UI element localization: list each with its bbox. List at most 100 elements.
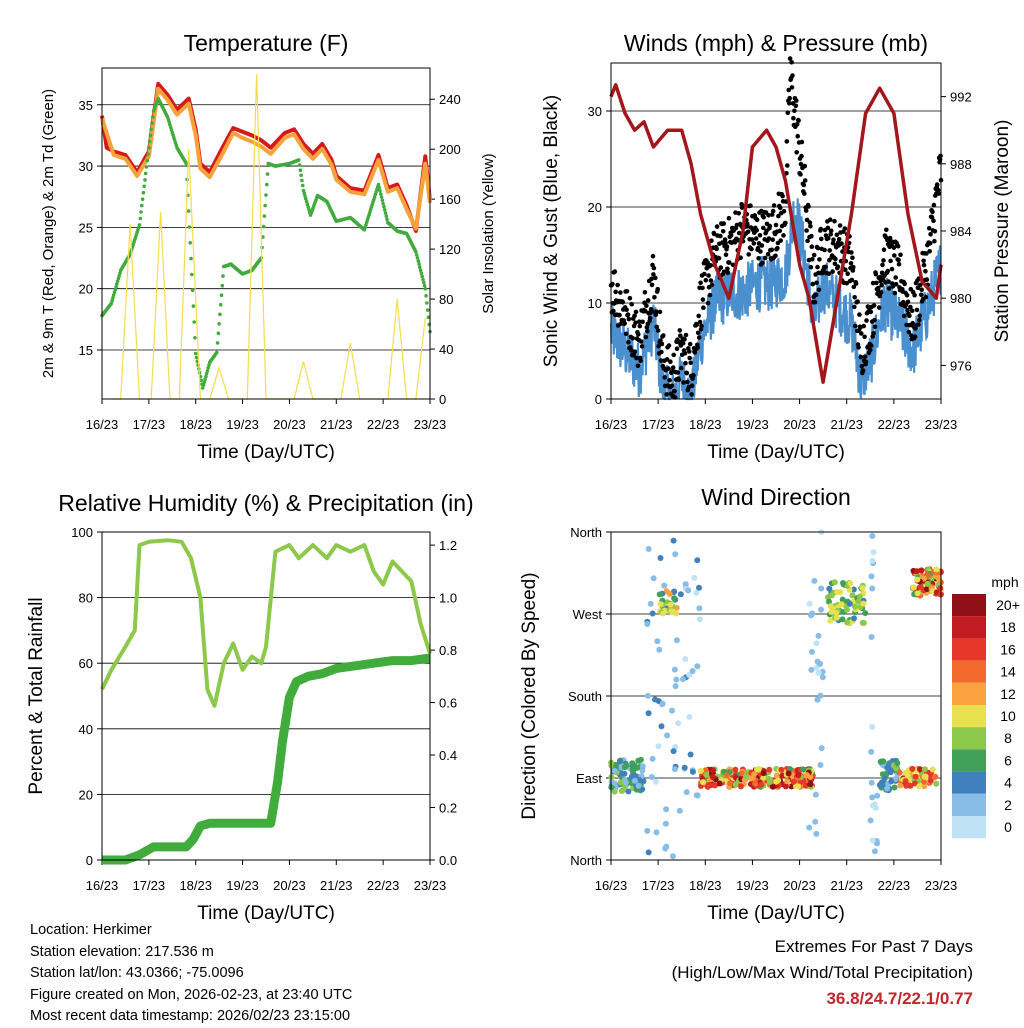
gust-point bbox=[720, 240, 725, 245]
gust-point bbox=[895, 243, 901, 249]
dewpoint-point bbox=[111, 293, 116, 297]
dewpoint-point bbox=[218, 302, 223, 307]
gust-point bbox=[725, 270, 731, 276]
dewpoint-point bbox=[114, 285, 118, 289]
y2-tick-label: 40 bbox=[439, 342, 453, 357]
gust-point bbox=[615, 282, 620, 288]
gust-point bbox=[857, 312, 862, 317]
direction-point bbox=[894, 760, 901, 767]
gust-point bbox=[931, 218, 936, 223]
gust-point bbox=[927, 249, 932, 254]
legend-label: 10 bbox=[1000, 708, 1016, 724]
series-station-pressure bbox=[609, 83, 943, 384]
y-axis-label: Percent & Total Rainfall bbox=[26, 597, 47, 794]
gust-point bbox=[698, 280, 703, 286]
gust-point bbox=[786, 101, 792, 106]
direction-point bbox=[884, 764, 891, 771]
dewpoint-point bbox=[115, 282, 119, 286]
direction-point bbox=[619, 787, 626, 794]
dewpoint-point bbox=[300, 178, 304, 183]
direction-point bbox=[639, 763, 646, 770]
direction-point bbox=[817, 660, 824, 667]
gust-point bbox=[910, 320, 915, 326]
dewpoint-point bbox=[148, 133, 153, 138]
station-elevation: Station elevation: 217.536 m bbox=[30, 943, 214, 960]
dewpoint-point bbox=[262, 214, 267, 218]
direction-point bbox=[697, 768, 704, 774]
chart-panel-2: Winds (mph) & Pressure (mb) 0 10 20 30 976 980… bbox=[541, 30, 1013, 463]
gust-point bbox=[654, 324, 659, 330]
gust-point bbox=[762, 255, 768, 261]
gust-point bbox=[635, 363, 641, 369]
dewpoint-point bbox=[118, 271, 122, 275]
chart-title: Temperature (F) bbox=[184, 30, 349, 56]
y-tick-label: North bbox=[570, 853, 602, 868]
x-tick-label: 17/23 bbox=[133, 417, 166, 432]
dewpoint-point bbox=[193, 336, 197, 340]
gust-point bbox=[650, 253, 656, 259]
y-tick-label: 20 bbox=[79, 787, 93, 802]
gust-point bbox=[868, 347, 873, 353]
series-line bbox=[609, 83, 943, 384]
direction-point bbox=[868, 748, 875, 755]
gust-point bbox=[892, 253, 897, 258]
gust-point bbox=[832, 218, 837, 224]
gust-point bbox=[864, 318, 869, 323]
direction-point bbox=[826, 598, 832, 605]
direction-point bbox=[918, 567, 925, 574]
dewpoint-point bbox=[115, 279, 120, 284]
gust-point bbox=[936, 191, 941, 196]
direction-cluster bbox=[896, 765, 940, 790]
direction-point bbox=[806, 824, 813, 831]
direction-point bbox=[874, 792, 881, 799]
direction-point bbox=[870, 549, 877, 556]
direction-point bbox=[682, 581, 689, 588]
gust-point bbox=[877, 293, 882, 299]
gust-point bbox=[789, 85, 795, 90]
dewpoint-point bbox=[199, 378, 203, 383]
gust-point bbox=[852, 295, 857, 300]
gust-point bbox=[676, 377, 682, 383]
gust-point bbox=[655, 328, 661, 333]
dewpoint-point bbox=[187, 225, 192, 229]
gust-point bbox=[804, 228, 809, 233]
direction-point bbox=[752, 780, 759, 787]
gust-point bbox=[932, 238, 937, 244]
direction-point bbox=[795, 783, 802, 790]
x-tick-label: 20/23 bbox=[273, 417, 306, 432]
legend-swatch bbox=[952, 771, 986, 794]
y-tick-label: South bbox=[568, 689, 602, 704]
direction-point bbox=[694, 792, 701, 799]
legend-label: 18 bbox=[1000, 619, 1016, 635]
gust-point bbox=[669, 383, 675, 389]
series-sonic-wind bbox=[609, 198, 942, 401]
direction-point bbox=[648, 774, 655, 780]
y-tick-label: West bbox=[573, 607, 603, 622]
gust-point bbox=[754, 228, 759, 233]
legend-label: 2 bbox=[1004, 797, 1012, 813]
dewpoint-point bbox=[117, 274, 121, 278]
direction-point bbox=[711, 782, 718, 789]
y-tick-label: 20 bbox=[79, 282, 93, 297]
direction-point bbox=[696, 616, 703, 623]
x-axis-label: Time (Day/UTC) bbox=[197, 903, 335, 924]
direction-point bbox=[670, 853, 676, 860]
gust-point bbox=[932, 229, 938, 234]
dewpoint-point bbox=[112, 290, 117, 295]
gust-point bbox=[696, 335, 702, 340]
plot-area bbox=[100, 74, 432, 400]
gust-point bbox=[935, 187, 941, 193]
dewpoint-point bbox=[113, 287, 118, 292]
y-axis-label: Sonic Wind & Gust (Blue, Black) bbox=[541, 95, 562, 367]
x-tick-label: 16/23 bbox=[595, 878, 628, 893]
gust-point bbox=[649, 282, 655, 288]
y-tick-label: 60 bbox=[79, 656, 93, 671]
plot-frame bbox=[101, 67, 431, 400]
chart-panel-1: Temperature (F) 15 20 25 30 35 0 40 80 120 160 200 2… bbox=[40, 30, 497, 463]
y2-tick-label: 984 bbox=[950, 224, 972, 239]
direction-point bbox=[924, 580, 931, 587]
dewpoint-point bbox=[137, 223, 142, 227]
gust-point bbox=[633, 320, 638, 326]
legend-swatch bbox=[952, 816, 986, 839]
direction-point bbox=[827, 617, 834, 624]
